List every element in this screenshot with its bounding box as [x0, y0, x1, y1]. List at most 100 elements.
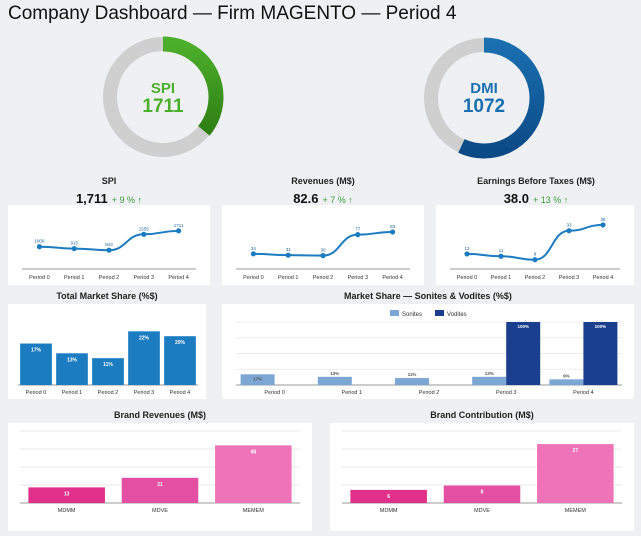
market-share-sv-chart: Sonites Vodites 17% Period 0 13% Period 1 11% P… — [236, 310, 622, 396]
spi-line-panel: 1000 Period 0 915 Period 1 843 Period 2 1555 Pe… — [8, 205, 210, 285]
x-tick-label: Period 2 — [99, 275, 120, 281]
bar-sonites — [549, 379, 584, 385]
total-market-share-title: Total Market Share (%$) — [56, 291, 158, 301]
bar — [537, 444, 614, 503]
data-point — [71, 245, 77, 252]
x-tick-label: MEMEM — [565, 508, 587, 514]
x-tick-label: Period 4 — [168, 275, 189, 281]
data-label: 38 — [600, 217, 606, 222]
arrow-up-icon: ↑ — [563, 195, 569, 205]
dmi-gauge-value: 1072 — [462, 96, 506, 117]
data-point — [320, 253, 326, 259]
bar-label: 13% — [485, 371, 494, 376]
bar-label: 17% — [253, 376, 262, 381]
x-tick-label: Period 2 — [313, 275, 334, 281]
x-tick-label: Period 3 — [559, 275, 580, 281]
x-tick-label: MDVE — [474, 508, 490, 514]
x-tick-label: Period 0 — [26, 390, 47, 396]
legend-label-sonites: Sonites — [402, 312, 422, 318]
spi-gauge — [103, 36, 224, 157]
ebt-line-chart: 13 Period 0 11 Period 1 8 Period 2 33 Period 3 3… — [450, 217, 620, 281]
total-market-share-chart: 17% Period 0 13% Period 1 11% Period 2 22% Peri… — [18, 331, 198, 396]
brand-revenues-panel: 13 MDMM 21 MDVE 48 MEMEM — [8, 423, 312, 531]
x-tick-label: MDMM — [380, 508, 398, 514]
bar — [350, 489, 427, 503]
bar-label: 9% — [563, 373, 570, 378]
x-tick-label: Period 3 — [348, 275, 369, 281]
arrow-up-icon: ↑ — [137, 195, 143, 205]
x-tick-label: Period 0 — [243, 275, 264, 281]
x-tick-label: Period 2 — [419, 390, 440, 396]
kpi-spi-value: 1,711 — [75, 191, 108, 206]
bar-label: 8 — [481, 490, 484, 496]
kpi-revenues-value: 82.6 — [293, 191, 319, 206]
kpi-ebt-title: Earnings Before Taxes (M$) — [477, 176, 595, 186]
x-tick-label: Period 0 — [29, 275, 50, 281]
bar-label: 13% — [67, 357, 78, 363]
revenues-line-panel: 34 Period 0 31 Period 1 30 Period 2 77 Period 3… — [222, 205, 424, 285]
data-point — [106, 247, 112, 253]
bar — [215, 445, 292, 503]
data-label: 1711 — [174, 223, 184, 228]
bar — [56, 353, 88, 385]
bar-sonites — [472, 376, 507, 385]
data-point — [532, 257, 538, 263]
spi-gauge-label: SPI — [150, 80, 176, 97]
x-tick-label: MDMM — [58, 508, 76, 514]
bar-label: 13% — [330, 371, 339, 376]
dmi-gauge-arc — [458, 37, 545, 159]
legend-swatch-sonites — [390, 310, 399, 316]
x-tick-label: Period 4 — [382, 275, 403, 281]
bar — [28, 487, 105, 503]
bar-label: 20% — [175, 340, 186, 346]
data-point — [250, 251, 256, 257]
bar — [20, 343, 52, 385]
bar-label: 21 — [157, 482, 163, 488]
data-point — [390, 229, 396, 235]
bar-sonites — [395, 378, 429, 385]
kpi-ebt-value: 38.0 — [503, 191, 529, 206]
kpi-spi-title: SPI — [101, 176, 117, 186]
data-label: 843 — [105, 242, 113, 247]
x-tick-label: Period 3 — [134, 390, 155, 396]
x-tick-label: Period 3 — [134, 275, 155, 281]
data-point — [285, 252, 291, 258]
dmi-gauge — [424, 37, 545, 159]
bar-vodites — [583, 322, 618, 385]
data-point — [498, 253, 504, 259]
x-tick-label: MEMEM — [243, 508, 265, 514]
x-tick-label: Period 2 — [525, 275, 546, 281]
x-tick-label: Period 4 — [573, 390, 594, 396]
data-label: 11 — [499, 248, 504, 253]
x-tick-label: MDVE — [152, 508, 168, 514]
page-title: Company Dashboard — Firm MAGENTO — Perio… — [8, 3, 457, 24]
kpi-spi-delta: + 9 % ↑ — [111, 195, 143, 205]
x-tick-label: Period 4 — [170, 390, 191, 396]
data-point — [355, 232, 361, 238]
data-label: 77 — [355, 227, 361, 232]
x-tick-label: Period 1 — [278, 275, 299, 281]
x-tick-label: Period 1 — [342, 390, 363, 396]
data-point — [36, 244, 42, 250]
arrow-up-icon: ↑ — [348, 195, 353, 205]
kpi-revenues: 82.6 + 7 % ↑ — [222, 190, 424, 208]
kpi-ebt: 38.0 + 13 % ↑ — [436, 190, 636, 208]
bar-label: 11% — [103, 362, 113, 368]
bar-label: 27 — [573, 448, 579, 454]
x-tick-label: Period 1 — [491, 275, 512, 281]
data-point — [566, 228, 572, 234]
bar-label: 100% — [595, 324, 607, 329]
spi-gauge-arc — [162, 36, 224, 136]
bar-sonites — [317, 376, 352, 385]
kpi-revenues-delta: + 7 % ↑ — [322, 195, 353, 205]
market-share-sv-title: Market Share — Sonites & Vodites (%$) — [344, 291, 512, 301]
data-point — [464, 251, 470, 257]
x-tick-label: Period 2 — [98, 390, 119, 396]
brand-contribution-panel: 6 MDMM 8 MDVE 27 MEMEM — [330, 423, 634, 531]
data-label: 83 — [390, 224, 396, 229]
bar — [121, 477, 199, 503]
brand-revenues-title: Brand Revenues (M$) — [113, 410, 207, 420]
series-line — [39, 229, 179, 252]
data-point — [176, 228, 182, 234]
ebt-line-panel: 13 Period 0 11 Period 1 8 Period 2 33 Period 3 3… — [436, 205, 634, 285]
